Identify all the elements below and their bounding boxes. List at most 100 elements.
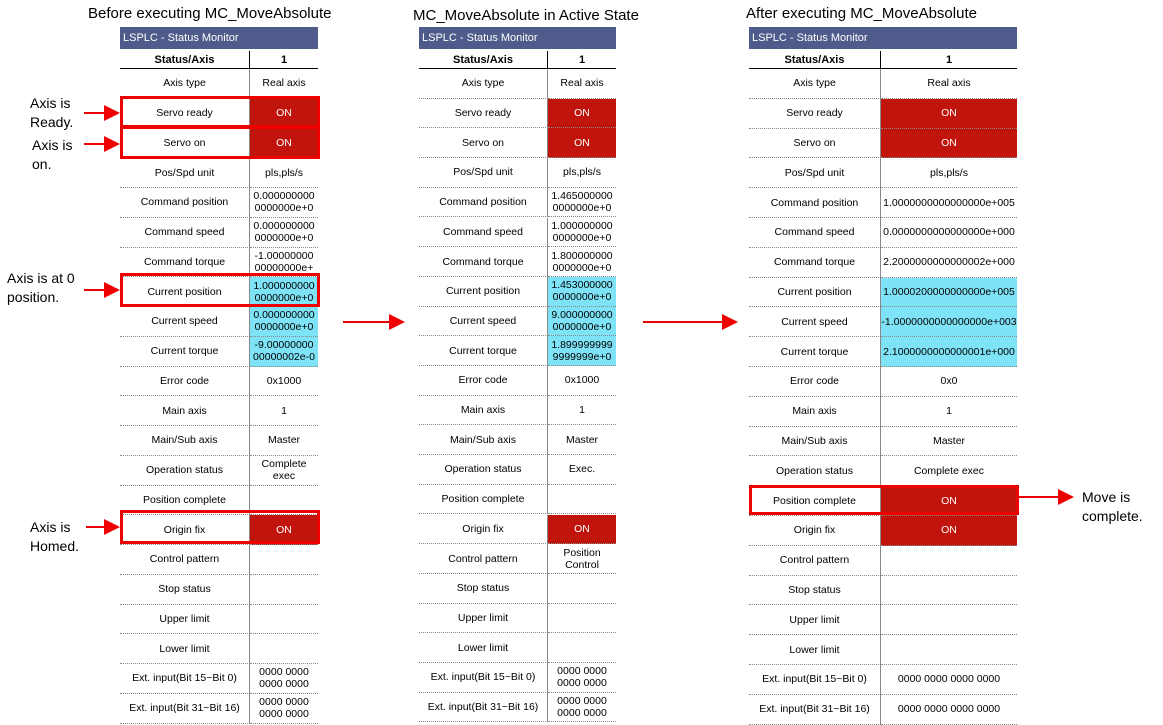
row-value — [250, 575, 318, 605]
row-label: Axis type — [749, 69, 881, 99]
row-label: Lower limit — [419, 633, 548, 663]
row-value: ON — [250, 515, 318, 545]
row-value — [548, 574, 616, 604]
row-label: Origin fix — [749, 516, 881, 546]
row-value: Real axis — [881, 69, 1017, 99]
row-value: -1.0000000000000000e+003 — [881, 307, 1017, 338]
row-label: Command torque — [749, 247, 881, 278]
row-value: ON — [548, 98, 616, 129]
row-value: 0000 0000 0000 0000 — [250, 664, 318, 694]
row-label: Current position — [749, 277, 881, 308]
row-label: Command position — [120, 188, 250, 218]
row-label: Servo ready — [749, 98, 881, 129]
window-title-bar: LSPLC - Status Monitor — [120, 27, 318, 49]
row-value — [250, 634, 318, 664]
row-value: ON — [548, 514, 616, 545]
row-label: Current speed — [120, 307, 250, 337]
row-label: Pos/Spd unit — [749, 158, 881, 189]
column-header-axis-number: 1 — [881, 51, 1017, 69]
row-label: Current speed — [749, 307, 881, 338]
row-label: Pos/Spd unit — [120, 158, 250, 188]
row-value: 2.1000000000000001e+000 — [881, 337, 1017, 367]
row-label: Command position — [419, 187, 548, 218]
highlight-current-position — [120, 273, 320, 307]
row-value: 1 — [548, 396, 616, 426]
row-label: Current torque — [120, 336, 250, 367]
row-label: Ext. input(Bit 31~Bit 16) — [120, 693, 250, 724]
row-label: Servo on — [419, 128, 548, 159]
row-label: Pos/Spd unit — [419, 158, 548, 188]
column-header-status-axis: Status/Axis — [749, 51, 881, 69]
annotation-axis-homed: Axis is Homed. — [30, 519, 80, 554]
row-value: 1 — [250, 396, 318, 426]
row-value: ON — [881, 516, 1017, 546]
row-label: Ext. input(Bit 15~Bit 0) — [120, 664, 250, 694]
row-value — [881, 576, 1017, 606]
row-value — [250, 545, 318, 575]
row-label: Stop status — [749, 575, 881, 606]
row-value: ON — [881, 486, 1017, 516]
column-header-axis-number: 1 — [250, 51, 318, 69]
row-value: 0000 0000 0000 0000 — [548, 663, 616, 693]
row-value: Exec. — [548, 455, 616, 485]
row-value: 0000 0000 0000 0000 — [250, 694, 318, 724]
row-value: 1.465000000 0000000e+0 — [548, 188, 616, 218]
row-value — [548, 633, 616, 663]
row-value — [881, 546, 1017, 576]
row-label: Command position — [749, 188, 881, 218]
row-value — [548, 485, 616, 515]
row-label: Current position — [419, 276, 548, 307]
row-value: 2.2000000000000002e+000 — [881, 248, 1017, 278]
row-label: Position complete — [419, 484, 548, 515]
row-value: 0x1000 — [250, 367, 318, 397]
row-label: Servo ready — [419, 98, 548, 129]
row-label: Upper limit — [749, 605, 881, 636]
column-header-axis-number: 1 — [548, 51, 616, 69]
row-label: Servo on — [749, 128, 881, 159]
row-value: Complete exec — [250, 456, 318, 486]
row-value: 1.899999999 9999999e+0 — [548, 336, 616, 366]
row-label: Command speed — [120, 217, 250, 248]
row-label: Upper limit — [419, 603, 548, 634]
row-label: Main axis — [749, 396, 881, 427]
window-title-bar: LSPLC - Status Monitor — [419, 27, 616, 49]
row-value: ON — [250, 128, 318, 159]
row-label: Current torque — [749, 337, 881, 367]
row-value — [250, 605, 318, 635]
panel-title-active: MC_MoveAbsolute in Active State — [413, 7, 639, 24]
row-label: Ext. input(Bit 31~Bit 16) — [419, 692, 548, 723]
row-label: Lower limit — [749, 635, 881, 665]
row-label: Ext. input(Bit 15~Bit 0) — [749, 665, 881, 695]
row-label: Stop status — [120, 574, 250, 605]
row-value: 9.000000000 0000000e+0 — [548, 306, 616, 337]
row-label: Command speed — [419, 217, 548, 248]
row-label: Axis type — [419, 69, 548, 99]
panel-title-before: Before executing MC_MoveAbsolute — [88, 5, 332, 22]
highlight-servo-on — [120, 126, 320, 159]
row-label: Control pattern — [120, 545, 250, 575]
row-label: Origin fix — [419, 514, 548, 545]
row-value: 1.0000200000000000e+005 — [881, 277, 1017, 308]
row-value: 0.000000000 0000000e+0 — [250, 307, 318, 337]
row-value: 0000 0000 0000 0000 — [881, 665, 1017, 695]
row-value: pls,pls/s — [881, 158, 1017, 189]
window-title-bar: LSPLC - Status Monitor — [749, 27, 1017, 49]
row-value: Position Control — [548, 544, 616, 574]
row-label: Main/Sub axis — [419, 425, 548, 456]
row-label: Position complete — [749, 486, 881, 516]
row-value: 0x0 — [881, 367, 1017, 397]
row-value: ON — [881, 98, 1017, 129]
annotation-move-complete: Move is complete. — [1082, 489, 1143, 524]
row-label: Current speed — [419, 306, 548, 337]
row-label: Main axis — [419, 395, 548, 426]
annotation-axis-on: Axis is on. — [32, 137, 73, 172]
row-value: 0.000000000 0000000e+0 — [250, 218, 318, 248]
row-label: Position complete — [120, 485, 250, 516]
row-value: -1.00000000 00000000e+ — [250, 248, 318, 278]
row-value — [881, 605, 1017, 636]
row-label: Ext. input(Bit 15~Bit 0) — [419, 663, 548, 693]
row-label: Upper limit — [120, 604, 250, 635]
row-label: Error code — [749, 367, 881, 397]
row-label: Main/Sub axis — [749, 426, 881, 457]
